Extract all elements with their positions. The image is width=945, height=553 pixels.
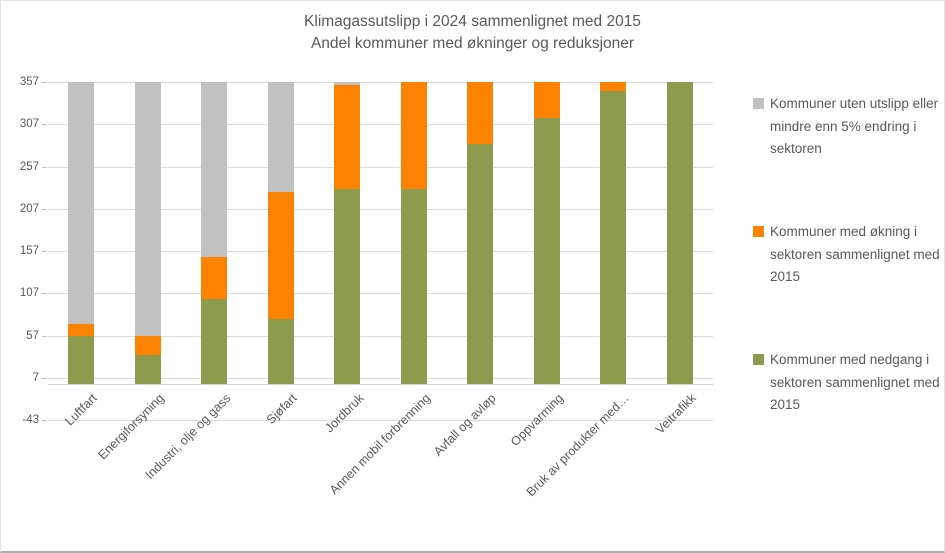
bar-segment [68, 324, 95, 336]
y-tick-label: 107 [19, 287, 39, 299]
bar-group [134, 81, 161, 384]
y-gridline [48, 251, 713, 252]
x-category-label: Avfall og avløp [431, 391, 500, 459]
bar-segment [201, 299, 228, 384]
legend-label: Kommuner med nedgang i sektoren sammenli… [770, 352, 940, 412]
bar-group [201, 82, 228, 384]
bar-segment [334, 81, 361, 86]
bar-group [400, 82, 427, 384]
legend: Kommuner uten utslipp eller mindre enn 5… [753, 1, 944, 551]
bar-segment [134, 81, 161, 336]
y-tick-label: 157 [19, 245, 39, 257]
y-tick-mark [42, 420, 47, 421]
y-gridline [48, 82, 713, 83]
chart-title-line1: Klimagassutslipp i 2024 sammenlignet med… [304, 13, 641, 30]
legend-swatch-icon [753, 354, 764, 365]
legend-item: Kommuner uten utslipp eller mindre enn 5… [753, 93, 944, 161]
y-tick-mark [42, 124, 47, 125]
chart-title: Klimagassutslipp i 2024 sammenlignet med… [1, 11, 944, 55]
bar-group [533, 82, 560, 384]
y-tick-label: 7 [32, 372, 39, 384]
legend-swatch-icon [753, 98, 764, 109]
y-tick-mark [42, 209, 47, 210]
y-tick-mark [42, 167, 47, 168]
bar-segment [267, 192, 294, 319]
y-tick-label: 57 [26, 330, 39, 342]
y-tick-mark [42, 82, 47, 83]
x-axis-line [48, 384, 713, 385]
bar-segment [467, 82, 494, 144]
bar-segment [666, 82, 693, 384]
bar-group [467, 82, 494, 384]
bar-group [666, 82, 693, 384]
x-category-label: Veitrafikk [652, 391, 699, 437]
y-gridline [48, 336, 713, 337]
legend-item: Kommuner med nedgang i sektoren sammenli… [753, 349, 944, 417]
chart-title-line2: Andel kommuner med økninger og reduksjon… [310, 35, 635, 52]
bar-segment [68, 82, 95, 325]
bar-segment [600, 91, 627, 384]
x-category-label: Sjøfart [263, 391, 300, 427]
y-tick-label: 357 [19, 76, 39, 88]
plot-area: 357 307 257 207 157 107 57 7 -43 Luftfart Energifo… [20, 76, 713, 499]
bar-segment [600, 82, 627, 92]
x-category-label: Jordbruk [321, 391, 367, 436]
y-gridline [48, 293, 713, 294]
bar-segment [267, 318, 294, 384]
legend-label: Kommuner med økning i sektoren sammenlig… [770, 224, 940, 284]
bar-segment [267, 82, 294, 193]
legend-item: Kommuner med økning i sektoren sammenlig… [753, 221, 944, 289]
bar-segment [134, 335, 161, 356]
bar-group [600, 82, 627, 384]
y-gridline [48, 378, 713, 379]
bar-segment [68, 335, 95, 384]
y-tick-mark [42, 293, 47, 294]
bar-segment [400, 189, 427, 384]
y-tick-label: -43 [22, 414, 39, 426]
bar-segment [533, 82, 560, 118]
y-tick-mark [42, 336, 47, 337]
y-tick-label: 207 [19, 203, 39, 215]
y-gridline [48, 167, 713, 168]
y-tick-mark [42, 251, 47, 252]
bar-group [334, 81, 361, 384]
bar-segment [201, 82, 228, 258]
bar-segment [400, 82, 427, 190]
legend-swatch-icon [753, 226, 764, 237]
bar-segment [334, 85, 361, 190]
bar-segment [201, 257, 228, 300]
y-tick-label: 257 [19, 161, 39, 173]
bar-group [267, 82, 294, 384]
y-gridline [48, 420, 713, 421]
y-gridline [48, 209, 713, 210]
y-gridline [48, 124, 713, 125]
bar-segment [533, 117, 560, 384]
legend-label: Kommuner uten utslipp eller mindre enn 5… [770, 96, 939, 156]
y-tick-mark [42, 378, 47, 379]
x-category-label: Luftfart [62, 391, 101, 429]
x-category-label: Energiforsyning [95, 391, 167, 463]
y-tick-label: 307 [19, 118, 39, 130]
bar-segment [334, 189, 361, 384]
bar-segment [134, 355, 161, 384]
bar-segment [467, 143, 494, 384]
bar-group [68, 82, 95, 384]
